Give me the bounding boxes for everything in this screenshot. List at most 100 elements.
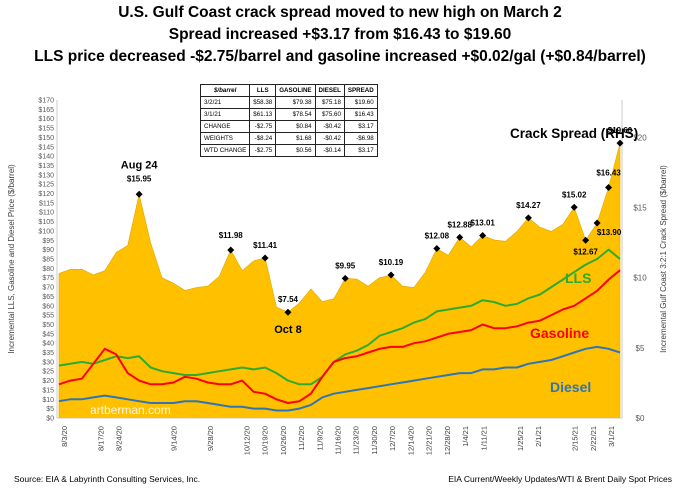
peak-marker — [479, 232, 487, 240]
x-tick-label: 12/28/20 — [443, 426, 452, 455]
x-tick-label: 12/7/20 — [388, 426, 397, 451]
table-cell: $16.43 — [343, 108, 378, 121]
table-cell: $3.17 — [343, 120, 378, 133]
peak-marker — [616, 139, 624, 147]
table-row: 3/2/21 $58.38 $79.38 $75.18 $19.60 — [199, 96, 378, 109]
right-axis-title: Incremental Gulf Coast 3:2:1 Crack Sprea… — [659, 165, 668, 353]
left-tick-label: $40 — [42, 341, 54, 348]
left-tick-label: $125 — [38, 182, 54, 189]
x-tick-label: 2/15/21 — [571, 426, 580, 451]
x-tick-label: 2/1/21 — [534, 426, 543, 447]
left-tick-label: $75 — [42, 275, 54, 282]
table-row: 3/1/21 $61.13 $78.54 $75.60 $16.43 — [199, 108, 378, 121]
diesel-label: Diesel — [550, 379, 591, 395]
x-tick-label: 11/23/20 — [352, 426, 361, 455]
spread-value-label: $15.95 — [127, 174, 152, 183]
spread-value-label: $13.01 — [470, 219, 495, 228]
left-tick-label: $155 — [38, 126, 54, 133]
left-tick-label: $165 — [38, 107, 54, 114]
x-tick-label: 12/21/20 — [425, 426, 434, 455]
spread-value-label: $19.60 — [608, 126, 633, 135]
left-tick-label: $145 — [38, 144, 54, 151]
table-header-cell: $/barrel — [199, 84, 251, 97]
spread-value-label: $16.43 — [596, 169, 621, 178]
x-tick-label: 3/1/21 — [607, 426, 616, 447]
left-tick-label: $135 — [38, 163, 54, 170]
spread-value-label: $12.88 — [447, 220, 472, 229]
x-tick-label: 8/24/20 — [115, 426, 124, 451]
left-tick-label: $100 — [38, 228, 54, 235]
spread-value-label: $14.27 — [516, 201, 541, 210]
spread-value-label: $15.02 — [562, 190, 587, 199]
x-tick-label: 10/19/20 — [261, 426, 270, 455]
left-tick-label: $35 — [42, 350, 54, 357]
x-tick-label: 1/4/21 — [461, 426, 470, 447]
left-tick-label: $90 — [42, 247, 54, 254]
table-cell: $75.60 — [314, 108, 345, 121]
table-row: WTD CHANGE -$2.75 $0.56 -$0.14 $3.17 — [199, 144, 378, 157]
table-cell: $1.68 — [275, 132, 316, 145]
table-row: WEIGHTS -$8.24 $1.68 -$0.42 -$6.98 — [199, 132, 378, 145]
left-tick-label: $140 — [38, 154, 54, 161]
left-tick-label: $130 — [38, 172, 54, 179]
left-axis-title: Incremental LLS, Gasoline and Diesel Pri… — [7, 164, 16, 354]
left-tick-label: $0 — [46, 416, 54, 423]
diesel-line — [58, 345, 621, 412]
peak-marker — [593, 219, 601, 227]
table-cell: -$0.14 — [314, 144, 345, 157]
x-tick-label: 8/17/20 — [96, 426, 105, 451]
spread-value-label: $13.90 — [597, 228, 622, 237]
left-tick-label: $110 — [39, 210, 54, 217]
table-cell: -$0.42 — [314, 132, 345, 145]
table-cell: $0.84 — [275, 120, 316, 133]
right-tick-label: $20 — [633, 133, 647, 142]
lls-line — [58, 248, 621, 386]
spread-value-label: $7.54 — [278, 295, 299, 304]
peak-marker — [135, 190, 143, 198]
x-tick-label: 12/14/20 — [406, 426, 415, 455]
footer-credit: EIA Current/Weekly Updates/WTI & Brent D… — [448, 474, 672, 484]
x-tick-label: 11/30/20 — [370, 426, 379, 455]
table-cell: $75.18 — [314, 96, 345, 109]
table-cell: -$8.24 — [249, 132, 277, 145]
left-tick-label: $150 — [38, 135, 54, 142]
peak-marker — [524, 214, 532, 222]
spread-value-label: $11.98 — [219, 231, 244, 240]
chart-subtitle-prices: LLS price decreased -$2.75/barrel and ga… — [34, 48, 646, 65]
table-header-cell: LLS — [249, 84, 277, 97]
left-tick-label: $60 — [42, 303, 54, 310]
x-tick-label: 10/26/20 — [279, 426, 288, 455]
spread-value-label: $9.95 — [335, 261, 356, 270]
crack-spread-label: Crack Spread (RHS) — [510, 126, 638, 141]
x-tick-label: 10/12/20 — [242, 426, 251, 455]
left-tick-label: $50 — [42, 322, 54, 329]
table-header-cell: SPREAD — [343, 84, 378, 97]
crack-spread-area — [58, 143, 621, 419]
peak-marker — [227, 246, 235, 254]
peak-marker — [387, 271, 395, 279]
spread-value-label: $12.08 — [425, 232, 450, 241]
table-cell: $0.56 — [275, 144, 316, 157]
oct8-label: Oct 8 — [274, 324, 302, 336]
table-header-cell: GASOLINE — [275, 84, 316, 97]
x-tick-label: 9/28/20 — [206, 426, 215, 451]
left-tick-label: $120 — [38, 191, 54, 198]
left-tick-label: $105 — [38, 219, 54, 226]
left-tick-label: $10 — [42, 397, 54, 404]
left-tick-label: $95 — [42, 238, 54, 245]
table-cell: -$0.42 — [314, 120, 345, 133]
peak-marker — [433, 245, 441, 253]
x-tick-label: 1/11/21 — [479, 426, 488, 450]
price-table: $/barrel LLS GASOLINE DIESEL SPREAD 3/2/21 $58… — [199, 84, 378, 157]
right-tick-label: $0 — [636, 414, 645, 423]
table-header-cell: DIESEL — [314, 84, 345, 97]
left-tick-label: $70 — [42, 285, 54, 292]
chart-title: U.S. Gulf Coast crack spread moved to ne… — [118, 4, 562, 21]
left-tick-label: $15 — [42, 387, 54, 394]
spread-value-label: $10.19 — [379, 258, 404, 267]
table-cell: $58.38 — [249, 96, 277, 109]
right-tick-label: $15 — [633, 204, 647, 213]
table-cell: -$6.98 — [343, 132, 378, 145]
table-cell: $3.17 — [343, 144, 378, 157]
